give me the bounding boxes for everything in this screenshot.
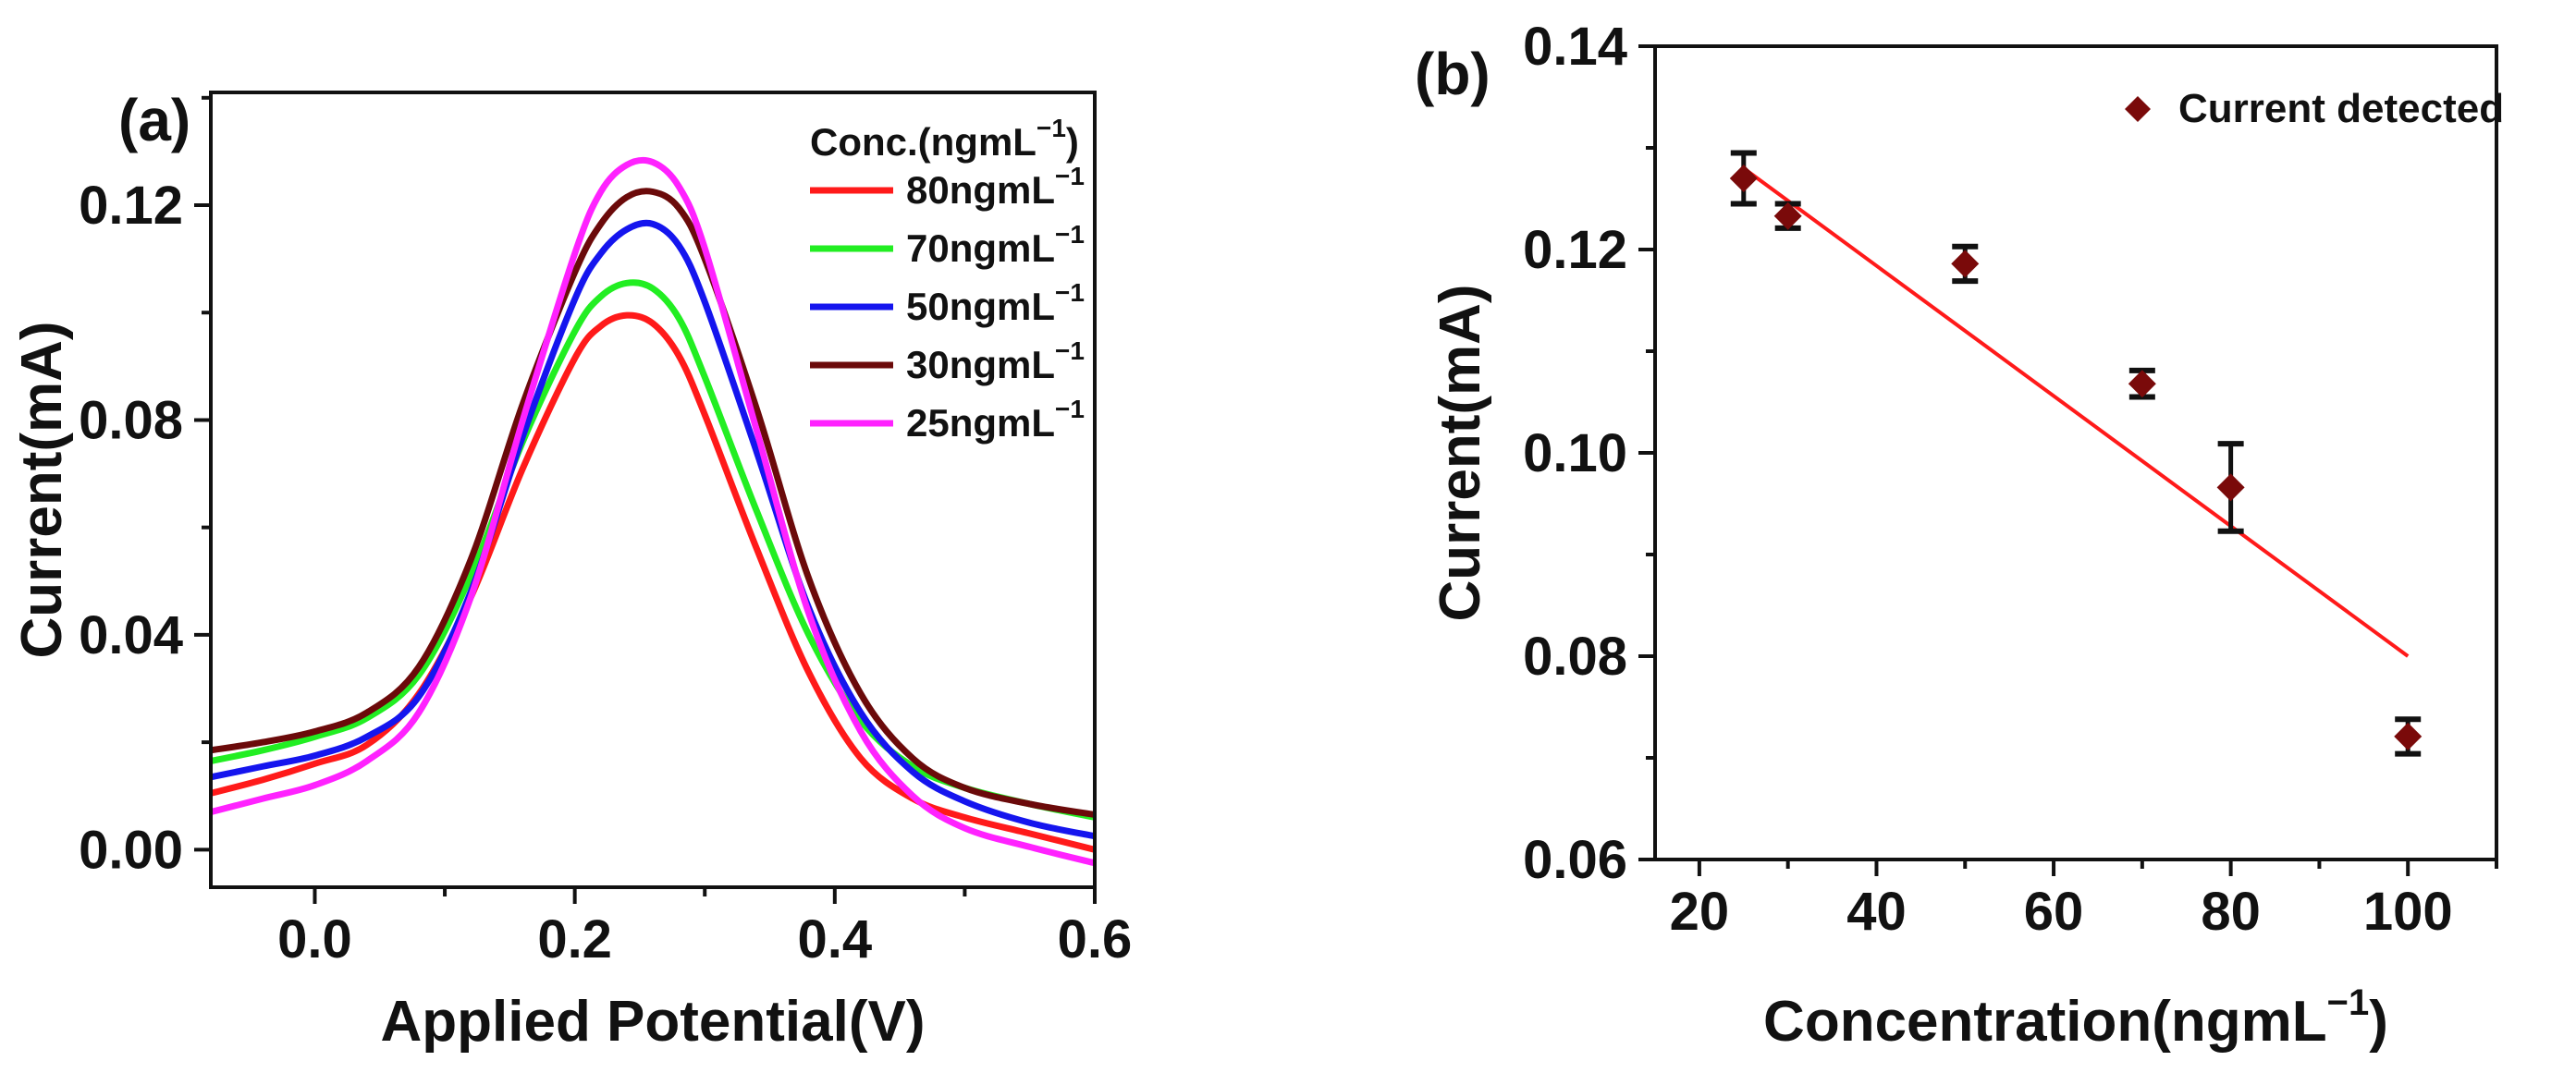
panel-b-x-tick-label: 100	[2363, 882, 2453, 942]
panel-a-legend-label-text: 30ngmL	[906, 343, 1055, 386]
panel-a-y-ticks: 0.00 0.04 0.08 0.12	[79, 95, 211, 880]
panel-b-data-point	[1951, 250, 1980, 278]
panel-b-error-bars	[1730, 150, 2422, 757]
panel-b-x-axis-title: Concentration(ngmL−1)	[1763, 982, 2388, 1054]
panel-a-legend-label-sup: −1	[1055, 395, 1085, 423]
panel-a-x-ticks: 0.0 0.2 0.4 0.6	[277, 887, 1132, 969]
panel-a-y-tick-label: 0.00	[79, 820, 183, 880]
panel-b-y-tick-label: 0.12	[1523, 220, 1627, 280]
panel-b-x-ticks: 20 40 60 80 100	[1670, 860, 2498, 942]
panel-b-y-tick-label: 0.06	[1523, 830, 1627, 890]
panel-a-legend-label-sup: −1	[1055, 220, 1085, 249]
panel-a-series-line-50ngmL	[211, 219, 1095, 840]
panel-a-legend-label: 25ngmL−1	[906, 395, 1085, 445]
panel-a-legend-label: 80ngmL−1	[906, 162, 1085, 212]
panel-a-legend-label: 30ngmL−1	[906, 336, 1085, 386]
panel-a-x-tick-label: 0.0	[277, 909, 352, 969]
panel-a-legend-label-text: 25ngmL	[906, 401, 1055, 445]
panel-a-series-line-25ngmL	[211, 156, 1095, 867]
panel-a-x-tick-label: 0.4	[798, 909, 873, 969]
panel-b-plot-frame	[1653, 44, 2498, 861]
panel-b-y-tick-label: 0.10	[1523, 423, 1627, 483]
panel-a-y-tick-label: 0.08	[79, 390, 183, 450]
panel-b-fit-line	[1742, 166, 2410, 658]
panel-b-data-point	[1773, 201, 1802, 230]
panel-b-x-axis-title-sup: −1	[2327, 982, 2370, 1023]
panel-b-data-point	[2394, 722, 2423, 750]
panel-b-legend-label: Current detected	[2178, 86, 2504, 131]
panel-b-y-tick-label: 0.08	[1523, 627, 1627, 687]
panel-a-y-tick-label: 0.12	[79, 176, 183, 236]
panel-a-series-lines	[211, 156, 1095, 867]
panel-a-y-axis-title: Current(mA)	[10, 321, 74, 658]
panel-a-legend-title-text: Conc.(ngmL	[810, 120, 1037, 164]
panel-a-series-line-80ngmL	[211, 311, 1095, 853]
panel-a-legend-label-sup: −1	[1055, 278, 1085, 307]
panel-b-data-point	[2216, 473, 2245, 502]
panel-a-x-axis-title: Applied Potential(V)	[381, 990, 926, 1054]
panel-b-y-ticks: 0.06 0.08 0.10 0.12 0.14	[1523, 17, 1655, 890]
panel-b-y-axis-title: Current(mA)	[1429, 284, 1492, 621]
panel-a-legend-title: Conc.(ngmL−1)	[810, 114, 1079, 164]
panel-b-data-point	[2128, 370, 2156, 398]
panel-b-points	[1729, 165, 2423, 750]
panel-a-legend-label-text: 70ngmL	[906, 226, 1055, 270]
panel-b-x-tick-label: 80	[2201, 882, 2261, 942]
panel-b-x-tick-label: 40	[1846, 882, 1907, 942]
panel-b-data-point	[1729, 165, 1758, 192]
panel-b-label: (b)	[1415, 41, 1490, 107]
panel-a-legend-label-text: 80ngmL	[906, 168, 1055, 212]
panel-a-series-line-30ngmL	[211, 188, 1095, 819]
panel-b-x-tick-label: 20	[1670, 882, 1730, 942]
panel-b-x-axis-title-close: )	[2369, 990, 2388, 1054]
panel-a-y-tick-label: 0.04	[79, 605, 183, 665]
panel-a-legend-title-close: )	[1066, 120, 1079, 164]
panel-b-y-tick-label: 0.14	[1523, 17, 1627, 77]
panel-a-x-tick-label: 0.2	[537, 909, 612, 969]
panel-a-label: (a)	[118, 87, 190, 153]
panel-a-legend-title-sup: −1	[1037, 114, 1066, 142]
panel-b-fit-line-group	[1742, 166, 2410, 658]
panel-b-legend-marker	[2125, 96, 2151, 122]
panel-a-legend-label: 70ngmL−1	[906, 220, 1085, 270]
panel-a-legend: Conc.(ngmL−1) 80ngmL−170ngmL−150ngmL−130…	[810, 114, 1085, 445]
panel-a-legend-label-sup: −1	[1055, 162, 1085, 190]
panel-a-x-tick-label: 0.6	[1058, 909, 1133, 969]
panel-a-legend-label-text: 50ngmL	[906, 285, 1055, 328]
panel-a-chart: (a) 0.0 0.2 0.4 0.6 0.00 0.04 0.08 0.12 Applie…	[10, 87, 1132, 1054]
panel-a-legend-label-sup: −1	[1055, 336, 1085, 365]
panel-b-chart: (b) 20 40 60 80 100 0.06 0.08 0.10 0.12 0.14 Con…	[1415, 17, 2504, 1054]
panel-a-legend-label: 50ngmL−1	[906, 278, 1085, 328]
panel-b-legend: Current detected	[2125, 86, 2504, 131]
panel-b-x-axis-title-text: Concentration(ngmL	[1763, 990, 2327, 1054]
panel-b-x-tick-label: 60	[2024, 882, 2084, 942]
panel-a-plot-frame	[209, 91, 1097, 889]
